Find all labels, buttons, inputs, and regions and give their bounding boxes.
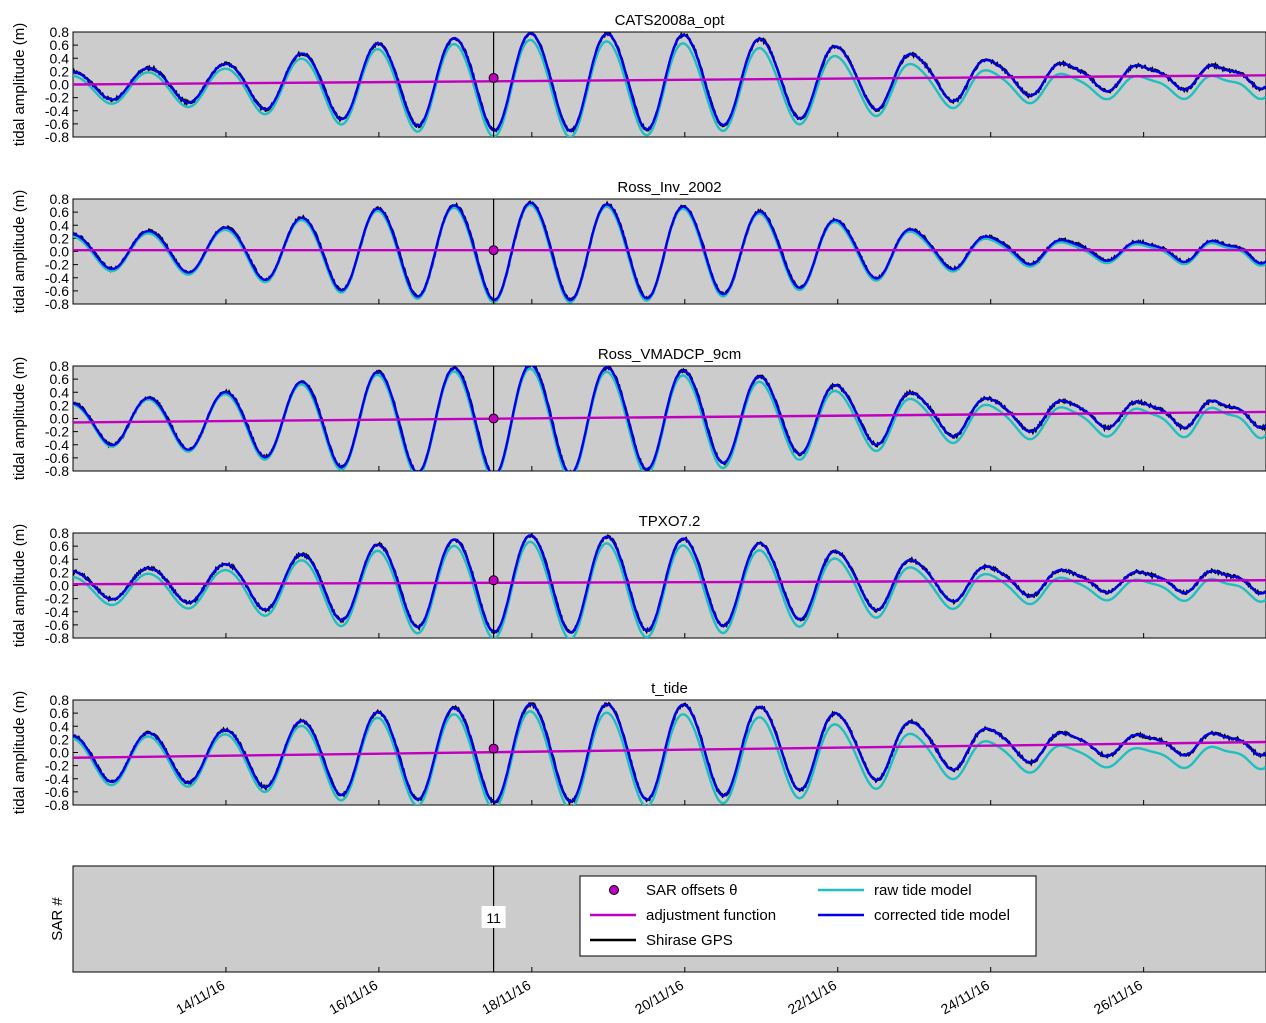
tide-panels: CATS2008a_opt0.80.60.40.20.0-0.2-0.4-0.6… bbox=[11, 12, 1266, 814]
panel-title: t_tide bbox=[651, 680, 688, 697]
panel-4: t_tide 0.80.60.40.20.0-0.2-0.4-0.6-0.8 tid… bbox=[11, 680, 1266, 814]
y-tick-label: -0.8 bbox=[45, 296, 69, 312]
legend-label-corrected: corrected tide model bbox=[874, 907, 1010, 924]
panel-title: Ross_Inv_2002 bbox=[617, 179, 721, 196]
sar-axis-label: SAR # bbox=[49, 897, 66, 941]
sar-offset-point bbox=[489, 414, 498, 423]
y-axis-label: tidal amplitude (m) bbox=[11, 524, 28, 647]
y-axis-label: tidal amplitude (m) bbox=[11, 691, 28, 814]
y-axis-label: tidal amplitude (m) bbox=[11, 357, 28, 480]
panel-3: TPXO7.2 0.80.60.40.20.0-0.2-0.4-0.6-0.8 ti… bbox=[11, 513, 1266, 647]
legend: SAR offsets θ adjustment function Shirase … bbox=[580, 876, 1036, 956]
sar-offset-point bbox=[489, 246, 498, 255]
panel-background bbox=[73, 700, 1266, 805]
x-tick-label: 18/11/16 bbox=[479, 977, 533, 1018]
x-tick-label: 16/11/16 bbox=[326, 977, 380, 1018]
y-axis-label: tidal amplitude (m) bbox=[11, 23, 28, 146]
x-tick-label: 22/11/16 bbox=[785, 977, 839, 1018]
legend-label-adjustment: adjustment function bbox=[646, 907, 776, 924]
panel-title: TPXO7.2 bbox=[639, 513, 701, 530]
x-tick-label: 20/11/16 bbox=[632, 977, 686, 1018]
sar-offset-point bbox=[489, 73, 498, 82]
legend-marker-sar bbox=[610, 886, 619, 895]
x-tick-label: 24/11/16 bbox=[938, 977, 992, 1018]
y-tick-label: -0.8 bbox=[45, 129, 69, 145]
legend-label-gps: Shirase GPS bbox=[646, 932, 733, 949]
y-tick-label: -0.8 bbox=[45, 630, 69, 646]
y-axis-label: tidal amplitude (m) bbox=[11, 190, 28, 313]
panel-0: CATS2008a_opt 0.80.60.40.20.0-0.2-0.4-0.6… bbox=[11, 12, 1266, 146]
sar-panel: 11 SAR # 14/11/16 16/11/16 18/11/16 20/11/1… bbox=[49, 866, 1266, 1017]
x-axis-ticks: 14/11/16 16/11/16 18/11/16 20/11/16 22/11/16… bbox=[173, 967, 1145, 1017]
sar-number-label: 11 bbox=[486, 910, 501, 926]
x-tick-label: 14/11/16 bbox=[173, 977, 227, 1018]
panel-title: CATS2008a_opt bbox=[615, 12, 726, 29]
sar-offset-point bbox=[489, 576, 498, 585]
legend-label-raw: raw tide model bbox=[874, 882, 972, 899]
panel-background bbox=[73, 533, 1266, 638]
y-tick-label: -0.8 bbox=[45, 463, 69, 479]
x-tick-label: 26/11/16 bbox=[1091, 977, 1145, 1018]
panel-title: Ross_VMADCP_9cm bbox=[598, 346, 741, 363]
y-tick-label: -0.8 bbox=[45, 797, 69, 813]
panel-1: Ross_Inv_2002 0.80.60.40.20.0-0.2-0.4-0.6… bbox=[11, 179, 1266, 313]
legend-label-sar: SAR offsets θ bbox=[646, 882, 737, 899]
panel-background bbox=[73, 366, 1266, 471]
sar-offset-point bbox=[489, 744, 498, 753]
panel-2: Ross_VMADCP_9cm0.80.60.40.20.0-0.2-0.4-0… bbox=[11, 346, 1266, 480]
